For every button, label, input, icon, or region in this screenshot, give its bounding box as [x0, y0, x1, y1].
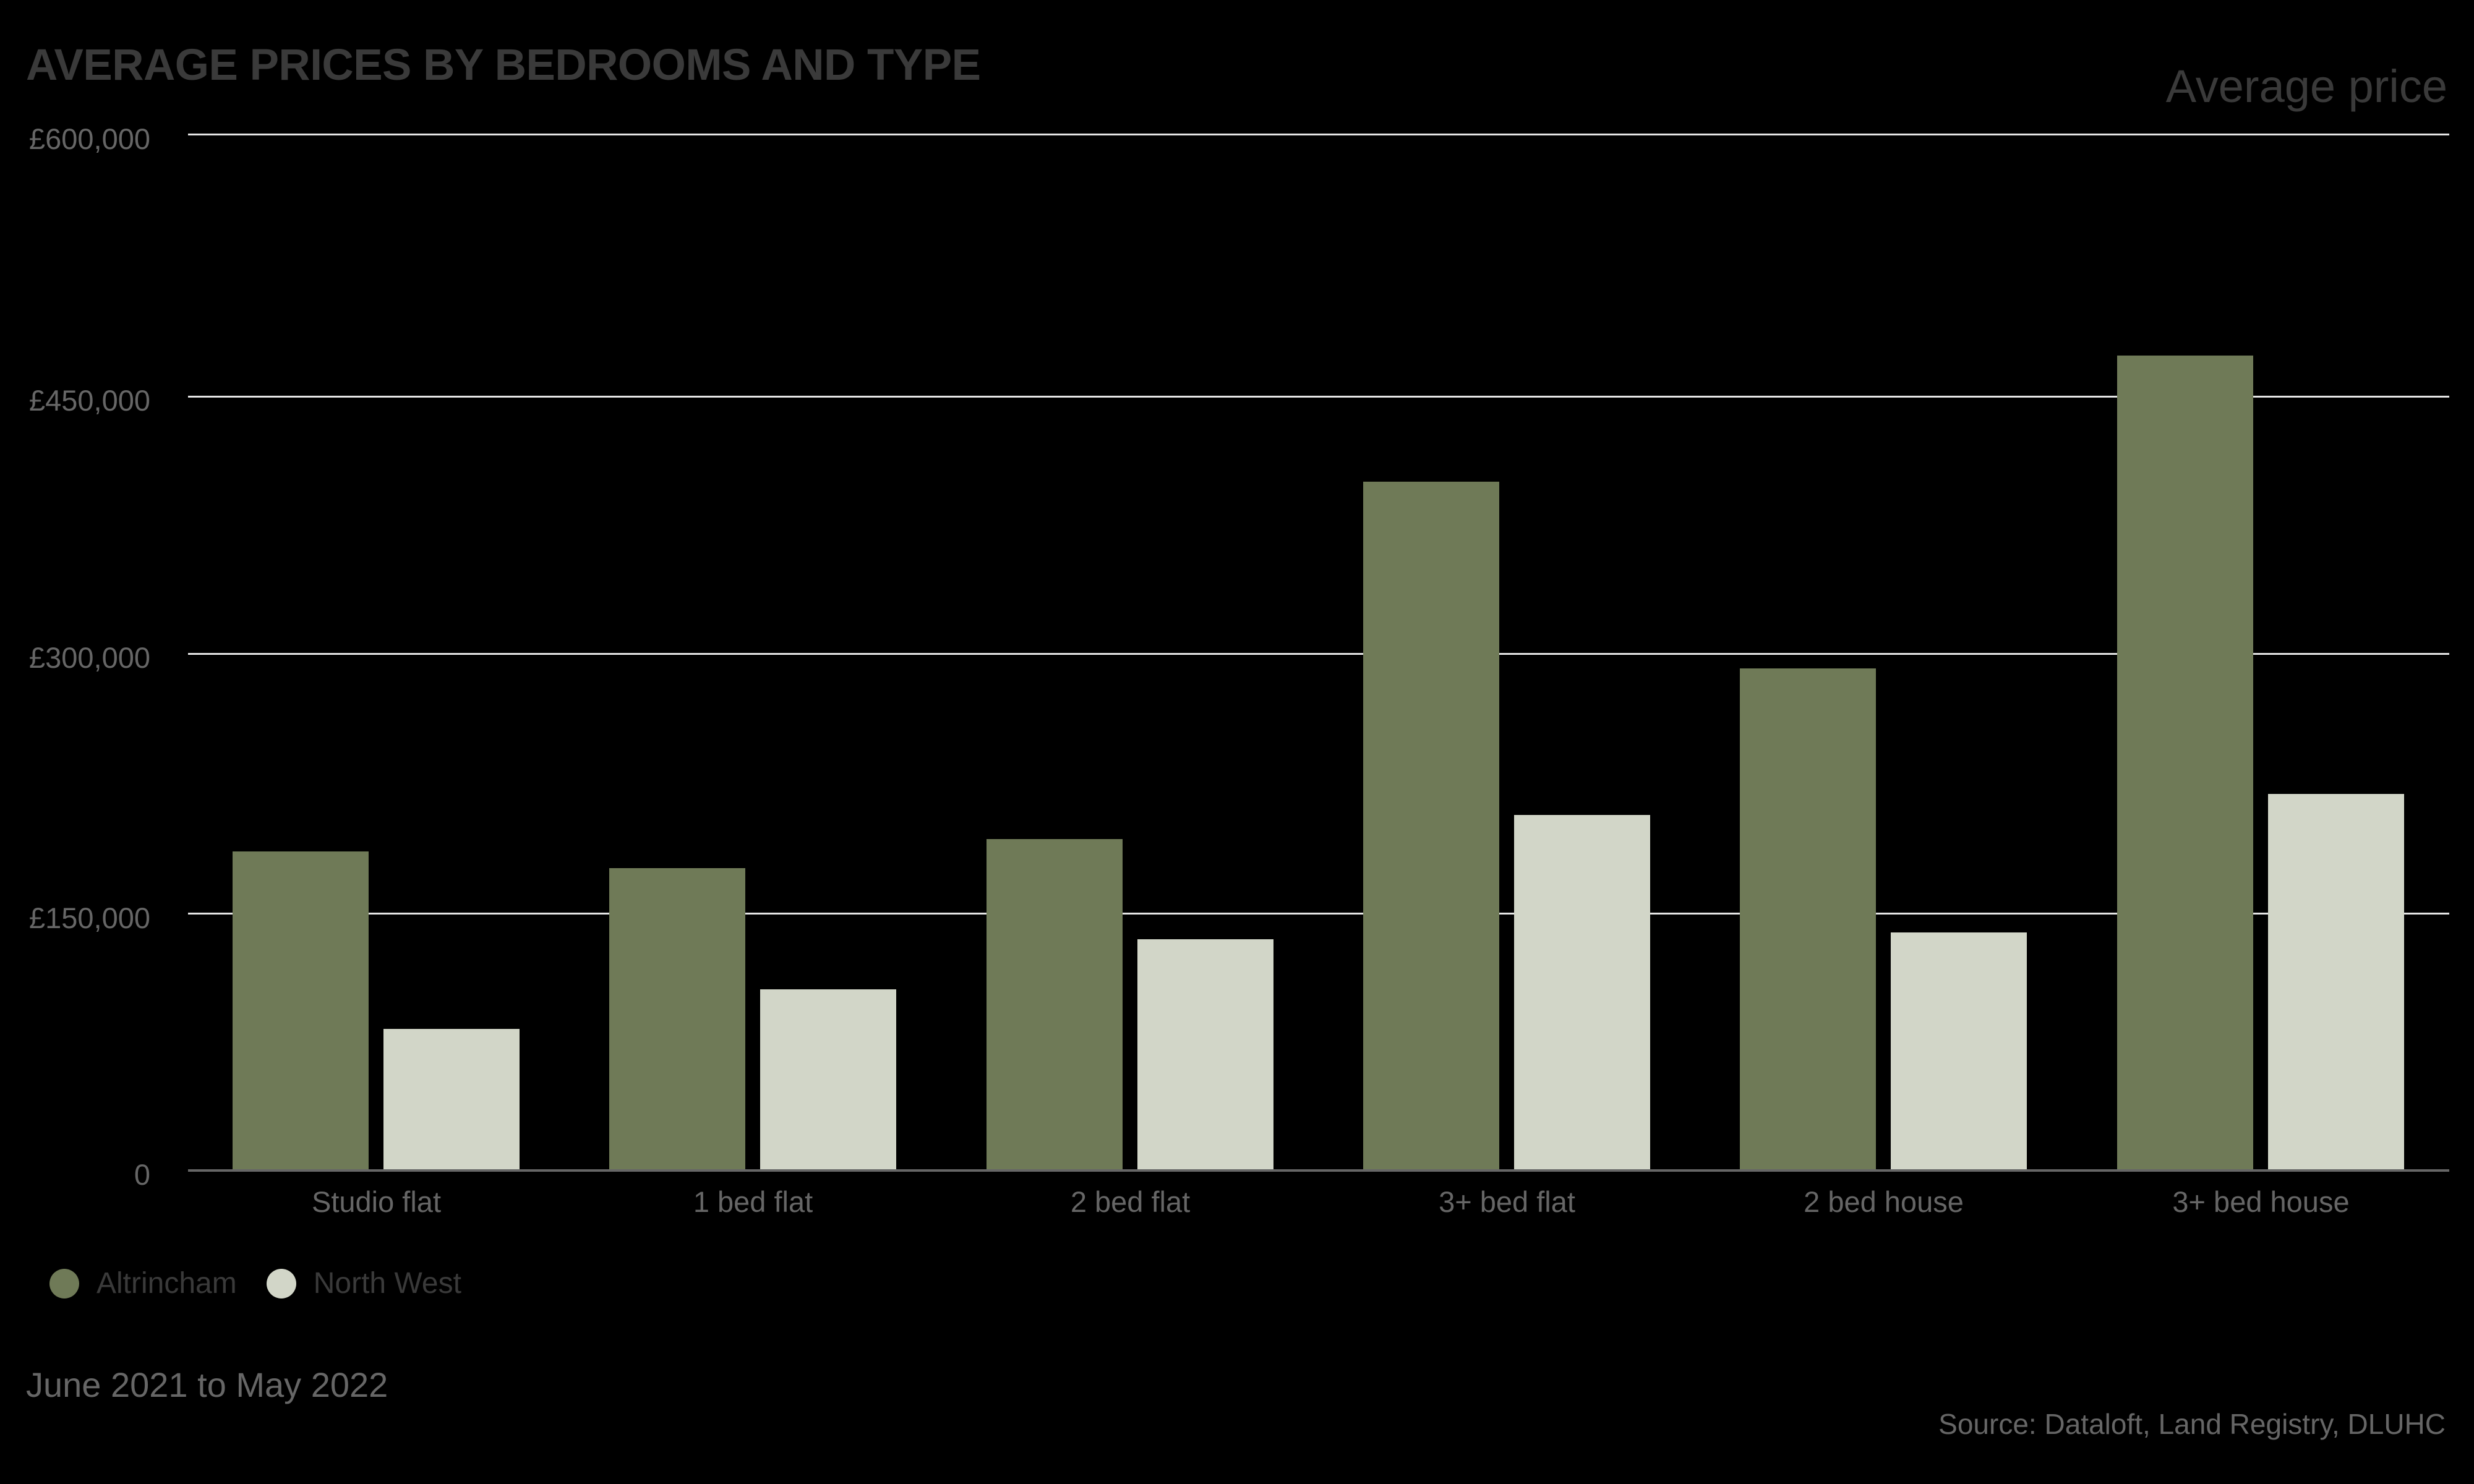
gridline-600000: [188, 134, 2449, 135]
bar-north-west-1-bed-flat[interactable]: [760, 989, 897, 1171]
y-tick-150000: £150,000: [28, 902, 150, 934]
bar-altrincham-3-bed-house[interactable]: [2117, 356, 2253, 1171]
bar-north-west-2-bed-house[interactable]: [1891, 932, 2027, 1171]
legend-dot-icon: [266, 1269, 296, 1298]
legend-label: Altrincham: [96, 1267, 237, 1300]
legend-label: North West: [313, 1267, 461, 1300]
y-tick-450000: £450,000: [28, 384, 150, 417]
x-label-2-bed-flat: 2 bed flat: [1070, 1185, 1191, 1218]
bar-north-west-2-bed-flat[interactable]: [1137, 939, 1273, 1171]
bar-altrincham-3-bed-flat[interactable]: [1363, 482, 1499, 1171]
x-label-3-bed-flat: 3+ bed flat: [1439, 1185, 1575, 1218]
x-label-studio-flat: Studio flat: [311, 1185, 442, 1218]
legend-item-altrincham[interactable]: Altrincham: [49, 1269, 237, 1298]
x-axis-baseline: [188, 1169, 2449, 1172]
bar-altrincham-2-bed-house[interactable]: [1740, 668, 1877, 1171]
bar-altrincham-1-bed-flat[interactable]: [609, 868, 746, 1171]
measure-label: Average price: [2165, 61, 2447, 112]
gridline-150000: [188, 913, 2449, 915]
legend-item-north-west[interactable]: North West: [266, 1267, 461, 1300]
bar-altrincham-studio-flat[interactable]: [233, 851, 369, 1171]
y-tick-600000: £600,000: [28, 122, 150, 155]
source-note: Source: Dataloft, Land Registry, DLUHC: [1938, 1408, 2446, 1440]
x-label-2-bed-house: 2 bed house: [1804, 1185, 1964, 1218]
gridline-450000: [188, 396, 2449, 398]
legend-dot-icon: [49, 1269, 79, 1298]
y-tick-300000: £300,000: [28, 641, 150, 674]
chart-title: AVERAGE PRICES BY BEDROOMS AND TYPE: [26, 41, 981, 90]
x-label-1-bed-flat: 1 bed flat: [693, 1185, 813, 1218]
gridline-300000: [188, 653, 2449, 655]
legend: Altrincham North West: [49, 1269, 491, 1298]
bar-altrincham-2-bed-flat[interactable]: [986, 839, 1123, 1171]
x-label-3-bed-house: 3+ bed house: [2172, 1185, 2350, 1218]
bar-north-west-3-bed-house[interactable]: [2267, 794, 2404, 1171]
y-tick-0: 0: [134, 1158, 150, 1191]
bar-north-west-3-bed-flat[interactable]: [1513, 814, 1650, 1171]
bar-north-west-studio-flat[interactable]: [383, 1029, 520, 1171]
period-note: June 2021 to May 2022: [26, 1365, 388, 1404]
